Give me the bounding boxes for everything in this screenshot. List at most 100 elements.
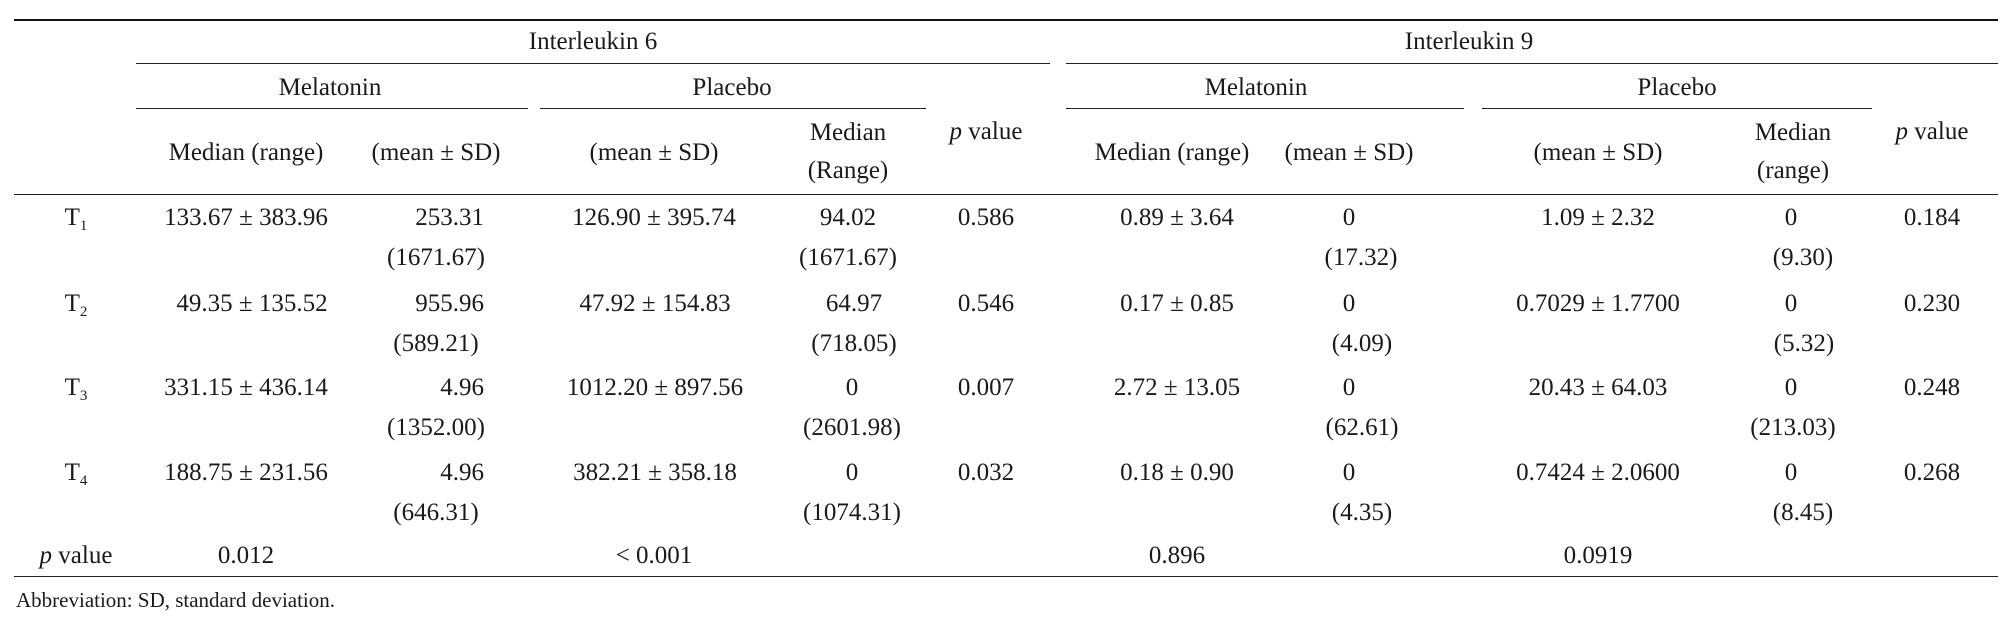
subgroup-il9-melatonin: Melatonin (1204, 74, 1308, 101)
p-italic: p (949, 118, 963, 145)
col-header-il6-median-range: Median (range) (168, 139, 324, 166)
col-header-il9-mean-sd: (mean ± SD) (1284, 139, 1414, 166)
table-cell: 0.7029 ± 1.7700 (1516, 290, 1680, 317)
p-italic: p (39, 542, 53, 569)
il9-placebo-rule (1482, 108, 1872, 109)
table-cell: 0.032 (957, 459, 1015, 486)
table-cell: (17.32) (1324, 244, 1398, 271)
table-cell: 20.43 ± 64.03 (1528, 374, 1668, 401)
group-header-il6: Interleukin 6 (528, 28, 658, 55)
pvalue-row-label: p value (40, 541, 113, 571)
table-cell: 47.92 ± 154.83 (579, 290, 731, 317)
table-cell: 0.586 (957, 204, 1015, 231)
table-cell: (1671.67) (799, 244, 897, 271)
table-cell: 133.67 ± 383.96 (164, 204, 328, 231)
row-label-letter: T (64, 204, 80, 231)
table-cell: 253.31 (415, 204, 484, 231)
pvalue-il6-melatonin: 0.012 (217, 542, 275, 569)
row-label-letter: T (64, 374, 80, 401)
col-header-il9-median-range: Median (range) (1094, 139, 1250, 166)
table-cell: 94.02 (819, 204, 877, 231)
pvalue-il9-melatonin: 0.896 (1148, 542, 1206, 569)
subgroup-il9-placebo: Placebo (1637, 74, 1717, 101)
table-cell: (718.05) (811, 330, 897, 357)
pvalue-il6-placebo: < 0.001 (615, 542, 693, 569)
table-cell: (4.09) (1331, 330, 1393, 357)
col-header-il6-p-value: p value (950, 117, 1023, 147)
table-cell: 0 (1784, 290, 1798, 317)
table-cell: 0.007 (957, 374, 1015, 401)
table-cell: (4.35) (1331, 499, 1393, 526)
table-cell: (8.45) (1772, 499, 1834, 526)
col-header-il9-placebo-range: (range) (1756, 157, 1830, 184)
table-cell: 0.546 (957, 290, 1015, 317)
table-cell: 0 (1342, 204, 1356, 231)
row-label-sub: 4 (79, 473, 88, 489)
header-bottom-rule (14, 194, 1998, 195)
subgroup-il6-melatonin: Melatonin (278, 74, 382, 101)
group-header-il9: Interleukin 9 (1404, 28, 1534, 55)
table-cell: (1074.31) (803, 499, 901, 526)
il9-group-rule (1066, 63, 1998, 64)
table-cell: 4.96 (440, 374, 484, 401)
table-cell: (9.30) (1772, 244, 1834, 271)
table-cell: 0 (845, 459, 859, 486)
table-cell: 2.72 ± 13.05 (1113, 374, 1241, 401)
table-cell: (646.31) (393, 499, 479, 526)
table-top-rule (14, 19, 1998, 21)
p-value-label: value (58, 542, 113, 569)
col-header-il6-mean-sd: (mean ± SD) (371, 139, 501, 166)
table-cell: 4.96 (440, 459, 484, 486)
table-cell: 0.7424 ± 2.0600 (1516, 459, 1680, 486)
row-label-sub: 3 (79, 388, 88, 404)
row-label-letter: T (64, 459, 80, 486)
table-cell: (589.21) (393, 330, 479, 357)
row-label-letter: T (64, 290, 80, 317)
il6-placebo-rule (540, 108, 926, 109)
p-value-label: value (968, 118, 1023, 145)
row-label-t1: T1 (64, 203, 88, 234)
row-label-t4: T4 (64, 458, 88, 489)
p-value-label: value (1914, 118, 1969, 145)
col-header-il9-placebo-median: Median (1754, 119, 1832, 146)
table-cell: 0.230 (1903, 290, 1961, 317)
row-label-sub: 2 (79, 304, 88, 320)
row-label-t3: T3 (64, 373, 88, 404)
table-cell: 64.97 (825, 290, 883, 317)
table-cell: 0.184 (1903, 204, 1961, 231)
table-cell: 0 (1784, 374, 1798, 401)
col-header-il9-placebo-mean-sd: (mean ± SD) (1533, 139, 1663, 166)
col-header-il6-placebo-range: (Range) (807, 157, 889, 184)
table-cell: 0.18 ± 0.90 (1120, 459, 1234, 486)
pvalue-il9-placebo: 0.0919 (1563, 542, 1633, 569)
table-cell: 331.15 ± 436.14 (164, 374, 328, 401)
il9-melatonin-rule (1066, 108, 1464, 109)
table-cell: 1012.20 ± 897.56 (566, 374, 744, 401)
table-cell: (5.32) (1773, 330, 1835, 357)
table-cell: 0 (845, 374, 859, 401)
table-cell: (1352.00) (387, 414, 485, 441)
col-header-il9-p-value: p value (1896, 117, 1969, 147)
table-cell: 1.09 ± 2.32 (1541, 204, 1655, 231)
table-cell: 0.17 ± 0.85 (1120, 290, 1234, 317)
col-header-il6-placebo-median: Median (809, 119, 887, 146)
table-cell: 0 (1342, 459, 1356, 486)
row-label-t2: T2 (64, 289, 88, 320)
table-cell: (2601.98) (803, 414, 901, 441)
table-cell: (62.61) (1325, 414, 1399, 441)
table-cell: 0 (1784, 204, 1798, 231)
table-cell: 0.89 ± 3.64 (1120, 204, 1234, 231)
table-bottom-rule (14, 576, 1998, 577)
col-header-il6-placebo-mean-sd: (mean ± SD) (589, 139, 719, 166)
table-cell: (213.03) (1750, 414, 1836, 441)
table-cell: 188.75 ± 231.56 (164, 459, 328, 486)
il6-group-rule (136, 63, 1050, 64)
table-cell: 0.268 (1903, 459, 1961, 486)
table-cell: 126.90 ± 395.74 (572, 204, 736, 231)
p-italic: p (1895, 118, 1909, 145)
il6-melatonin-rule (136, 108, 528, 109)
table-cell: 0 (1784, 459, 1798, 486)
table-footnote: Abbreviation: SD, standard deviation. (16, 588, 336, 612)
table-cell: 955.96 (415, 290, 484, 317)
